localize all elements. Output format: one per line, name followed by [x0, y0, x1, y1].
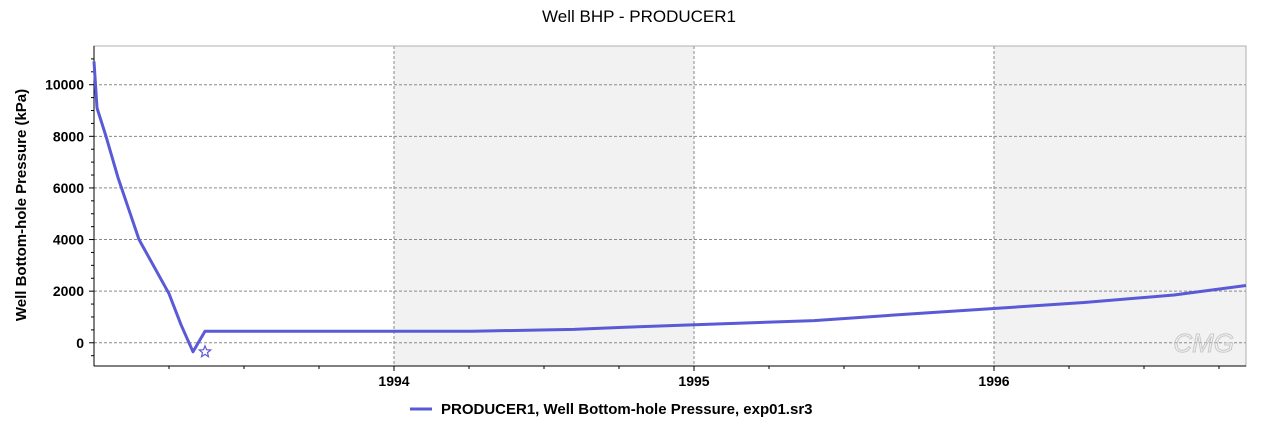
chart-title: Well BHP - PRODUCER1 — [542, 7, 736, 26]
x-tick-label: 1996 — [978, 373, 1009, 389]
watermark: CMG — [1173, 328, 1234, 358]
legend-label: PRODUCER1, Well Bottom-hole Pressure, ex… — [441, 401, 813, 418]
x-tick-label: 1994 — [378, 373, 409, 389]
series-line — [92, 61, 1247, 354]
year-band — [994, 46, 1246, 366]
x-tick-label: 1995 — [678, 373, 709, 389]
y-tick-label: 8000 — [53, 128, 84, 144]
y-tick-label: 2000 — [53, 283, 84, 299]
y-tick-label: 6000 — [53, 180, 84, 196]
y-tick-label: 10000 — [45, 77, 84, 93]
year-band — [394, 46, 694, 366]
y-axis-label: Well Bottom-hole Pressure (kPa) — [13, 89, 30, 321]
y-tick-label: 0 — [76, 335, 84, 351]
star-marker — [197, 344, 213, 359]
y-tick-label: 4000 — [53, 232, 84, 248]
